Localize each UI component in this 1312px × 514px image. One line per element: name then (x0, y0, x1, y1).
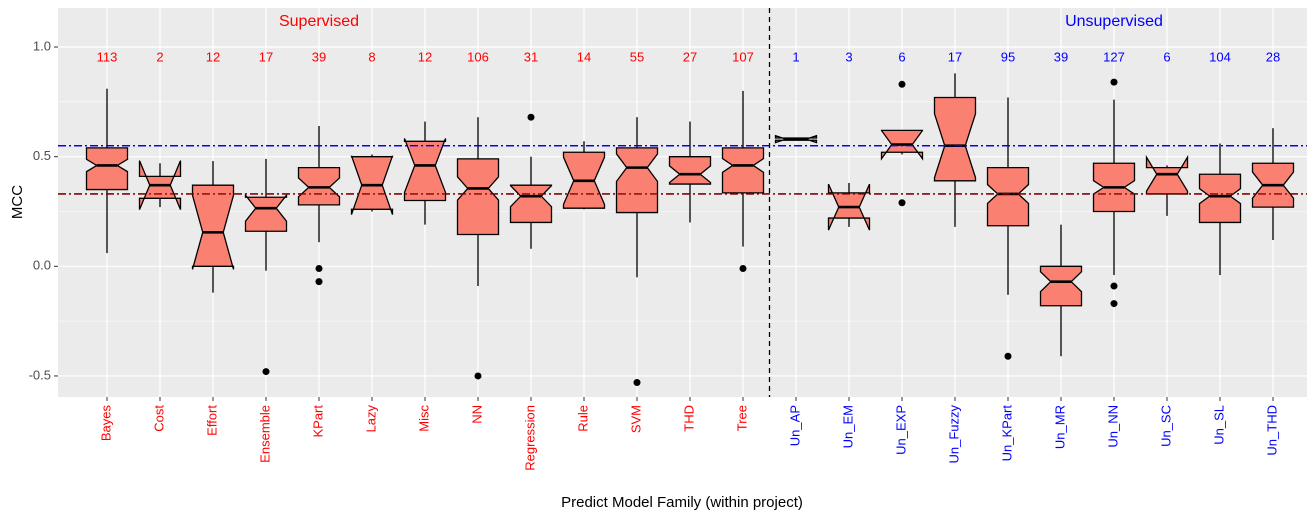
outlier (474, 372, 482, 380)
x-tick-label: Tree (734, 405, 749, 431)
box (509, 184, 553, 224)
x-tick-label: Un_AP (787, 405, 802, 446)
box (85, 147, 129, 191)
outlier (898, 199, 906, 207)
count-label: 95 (1001, 49, 1015, 64)
outlier (739, 265, 747, 273)
count-label: 17 (948, 49, 962, 64)
count-label: 28 (1266, 49, 1280, 64)
x-tick-label: Un_THD (1264, 405, 1279, 456)
outlier (1110, 282, 1118, 290)
y-tick-label: 0.0 (33, 258, 51, 273)
count-label: 12 (418, 49, 432, 64)
x-tick-label: Misc (416, 405, 431, 432)
x-tick-label: Ensemble (257, 405, 272, 463)
x-tick-label: THD (681, 405, 696, 432)
x-tick-label: Un_EXP (893, 405, 908, 455)
count-label: 17 (259, 49, 273, 64)
count-label: 31 (524, 49, 538, 64)
outlier (315, 278, 323, 286)
outlier (1110, 300, 1118, 308)
x-axis-title: Predict Model Family (within project) (561, 494, 803, 511)
box (986, 166, 1030, 227)
x-tick-label: SVM (628, 405, 643, 433)
box (1039, 265, 1083, 307)
box (191, 184, 235, 270)
x-tick-label: NN (469, 405, 484, 424)
box (1145, 154, 1189, 195)
x-tick-label: KPart (310, 405, 325, 438)
count-label: 39 (1054, 49, 1068, 64)
x-tick-label: Cost (151, 405, 166, 432)
x-tick-label: Un_SC (1158, 405, 1173, 447)
x-tick-label: Un_EM (840, 405, 855, 448)
x-tick-label: Un_KPart (999, 405, 1014, 462)
outlier (898, 80, 906, 88)
outlier (633, 379, 641, 387)
outlier (527, 113, 535, 121)
y-tick-label: 0.5 (33, 148, 51, 163)
box (403, 138, 447, 202)
count-label: 6 (1163, 49, 1170, 64)
x-tick-label: Un_NN (1105, 405, 1120, 448)
count-label: 2 (156, 49, 163, 64)
y-tick-label: 1.0 (33, 38, 51, 53)
box (721, 147, 765, 194)
count-label: 55 (630, 49, 644, 64)
group-label: Supervised (279, 13, 359, 30)
box (668, 156, 712, 185)
count-label: 39 (312, 49, 326, 64)
count-label: 3 (845, 49, 852, 64)
x-tick-label: Un_MR (1052, 405, 1067, 449)
x-tick-label: Un_SL (1211, 405, 1226, 445)
count-label: 104 (1209, 49, 1231, 64)
y-tick-label: -0.5 (29, 367, 51, 382)
count-label: 14 (577, 49, 591, 64)
outlier (1110, 78, 1118, 86)
count-label: 1 (792, 49, 799, 64)
box (933, 96, 977, 182)
outlier (1004, 352, 1012, 360)
count-label: 12 (206, 49, 220, 64)
x-tick-label: Rule (575, 405, 590, 432)
count-label: 107 (732, 49, 754, 64)
outlier (315, 265, 323, 273)
box (456, 158, 500, 236)
count-label: 6 (898, 49, 905, 64)
outlier (262, 368, 270, 376)
count-label: 8 (368, 49, 375, 64)
box (615, 147, 659, 214)
y-axis-title: MCC (9, 185, 26, 219)
box (1198, 173, 1242, 224)
x-tick-label: Bayes (98, 405, 113, 442)
x-tick-label: Un_Fuzzy (946, 405, 961, 464)
count-label: 106 (467, 49, 489, 64)
x-tick-label: Lazy (363, 405, 378, 433)
x-tick-label: Effort (204, 405, 219, 436)
group-label: Unsupervised (1065, 13, 1163, 30)
count-label: 113 (97, 49, 118, 64)
count-label: 27 (683, 49, 697, 64)
x-tick-label: Regression (522, 405, 537, 471)
count-label: 127 (1103, 49, 1125, 64)
box (244, 193, 288, 232)
